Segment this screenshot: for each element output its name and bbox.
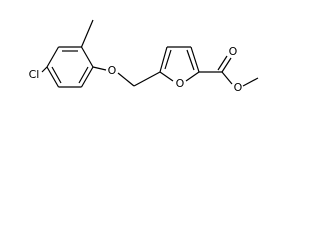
methyl-bond [80,19,94,48]
carbonyl-bond [221,57,232,73]
bond [80,46,94,68]
atom-label: O [176,77,185,90]
bond [46,46,60,68]
bond [46,66,60,88]
page: Cl O O O O (() => { const data = JSON.pa… [0,0,269,128]
bond [159,71,174,82]
bond [190,46,200,73]
bond [159,46,168,73]
bond [221,71,233,85]
atom-label: O [234,81,243,94]
double-bond [51,66,62,84]
carbonyl-bond [217,55,228,71]
bond [117,72,135,87]
furan-ring [159,46,200,82]
bond [92,66,107,71]
double-bond [164,49,172,70]
atom-label: Cl [29,68,40,81]
bond [242,77,259,87]
bond [185,71,200,82]
atom-label: O [229,45,238,58]
double-bond [78,66,89,84]
benzene-ring [46,46,94,88]
structure-diagram: Cl O O O O [29,19,259,94]
bond [80,66,94,88]
double-bond [186,49,195,71]
bond [41,66,48,73]
atom-label: O [108,64,117,77]
bond [133,71,161,87]
